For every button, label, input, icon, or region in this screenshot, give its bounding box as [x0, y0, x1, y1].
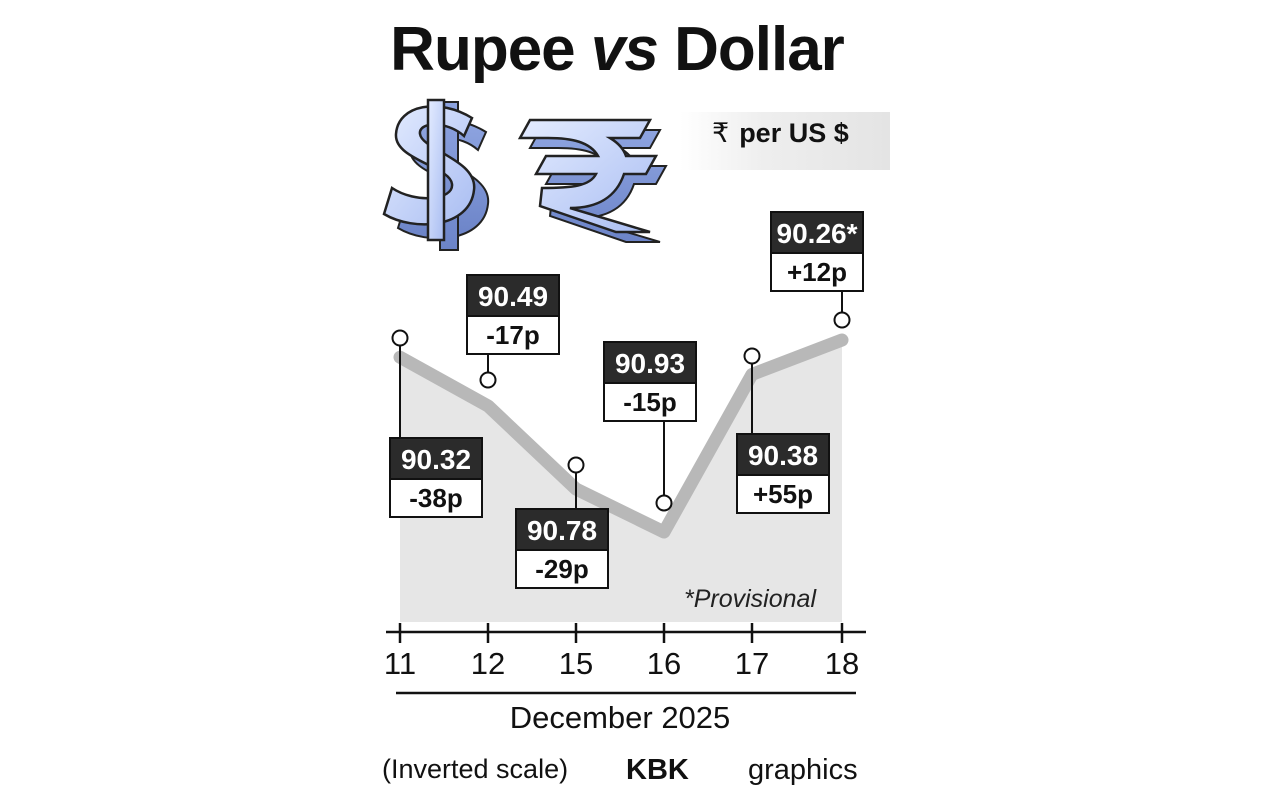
data-point [391, 329, 409, 347]
value-label: 90.38 [748, 440, 818, 471]
x-tick-label: 11 [384, 646, 416, 681]
x-tick-label: 15 [559, 646, 593, 681]
data-point [655, 494, 673, 512]
value-label: 90.49 [478, 281, 548, 312]
credit-graphics: graphics [748, 754, 858, 786]
change-label: -38p [409, 483, 462, 513]
change-label: +55p [753, 479, 813, 509]
plot-area: 90.32 -38p 90.49 -17p 90.78 -29p 90.93 -15p 90.3… [384, 211, 866, 695]
area-fill [400, 340, 842, 622]
change-box [389, 478, 483, 518]
inverted-scale-note: (Inverted scale) [382, 754, 569, 784]
unit-text: per US $ [739, 118, 849, 148]
data-point [567, 456, 585, 474]
value-label: 90.78 [527, 515, 597, 546]
value-box [389, 437, 483, 480]
change-box [603, 382, 697, 422]
change-label: -15p [623, 387, 676, 417]
chart-title: Rupee vs Dollar [0, 14, 1234, 85]
rupee-3d-icon [517, 118, 668, 243]
title-main: Rupee [390, 15, 575, 84]
change-box [466, 315, 560, 355]
title-tail: Dollar [674, 15, 845, 84]
change-box [770, 252, 864, 292]
change-box [736, 474, 830, 514]
unit-label: ₹ per US $ [712, 118, 849, 149]
data-point [479, 371, 497, 389]
change-label: -17p [486, 320, 539, 350]
data-point [833, 311, 851, 329]
x-tick-label: 17 [735, 646, 769, 681]
value-label: 90.93 [615, 348, 685, 379]
unit-band [680, 112, 890, 170]
provisional-note: *Provisional [684, 585, 817, 613]
value-box [466, 274, 560, 317]
value-box [736, 433, 830, 476]
change-label: -29p [535, 554, 588, 584]
title-vs: vs [590, 15, 659, 84]
rupee-symbol: ₹ [712, 118, 730, 149]
series-line [393, 333, 849, 539]
x-tick-label: 18 [825, 646, 859, 681]
x-tick-label: 16 [647, 646, 681, 681]
change-label: +12p [787, 257, 847, 287]
data-point [743, 347, 761, 365]
value-box [770, 211, 864, 254]
value-label: 90.26* [777, 218, 858, 249]
dollar-3d-icon [382, 98, 490, 251]
change-box [515, 549, 609, 589]
credit-kbk: KBK [626, 754, 689, 786]
value-label: 90.32 [401, 444, 471, 475]
x-tick-label: 12 [471, 646, 505, 681]
x-axis-label: December 2025 [509, 700, 731, 735]
